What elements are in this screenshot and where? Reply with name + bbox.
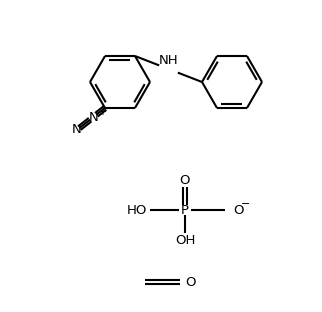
- Text: +: +: [98, 107, 106, 117]
- Text: N: N: [88, 111, 98, 124]
- Text: O: O: [233, 203, 243, 217]
- Text: N: N: [72, 124, 82, 136]
- Text: O: O: [185, 275, 195, 289]
- Text: NH: NH: [159, 54, 178, 66]
- Text: HO: HO: [127, 203, 147, 217]
- Text: −: −: [241, 199, 251, 209]
- Text: P: P: [181, 203, 189, 217]
- Text: OH: OH: [175, 233, 195, 246]
- Text: O: O: [180, 173, 190, 187]
